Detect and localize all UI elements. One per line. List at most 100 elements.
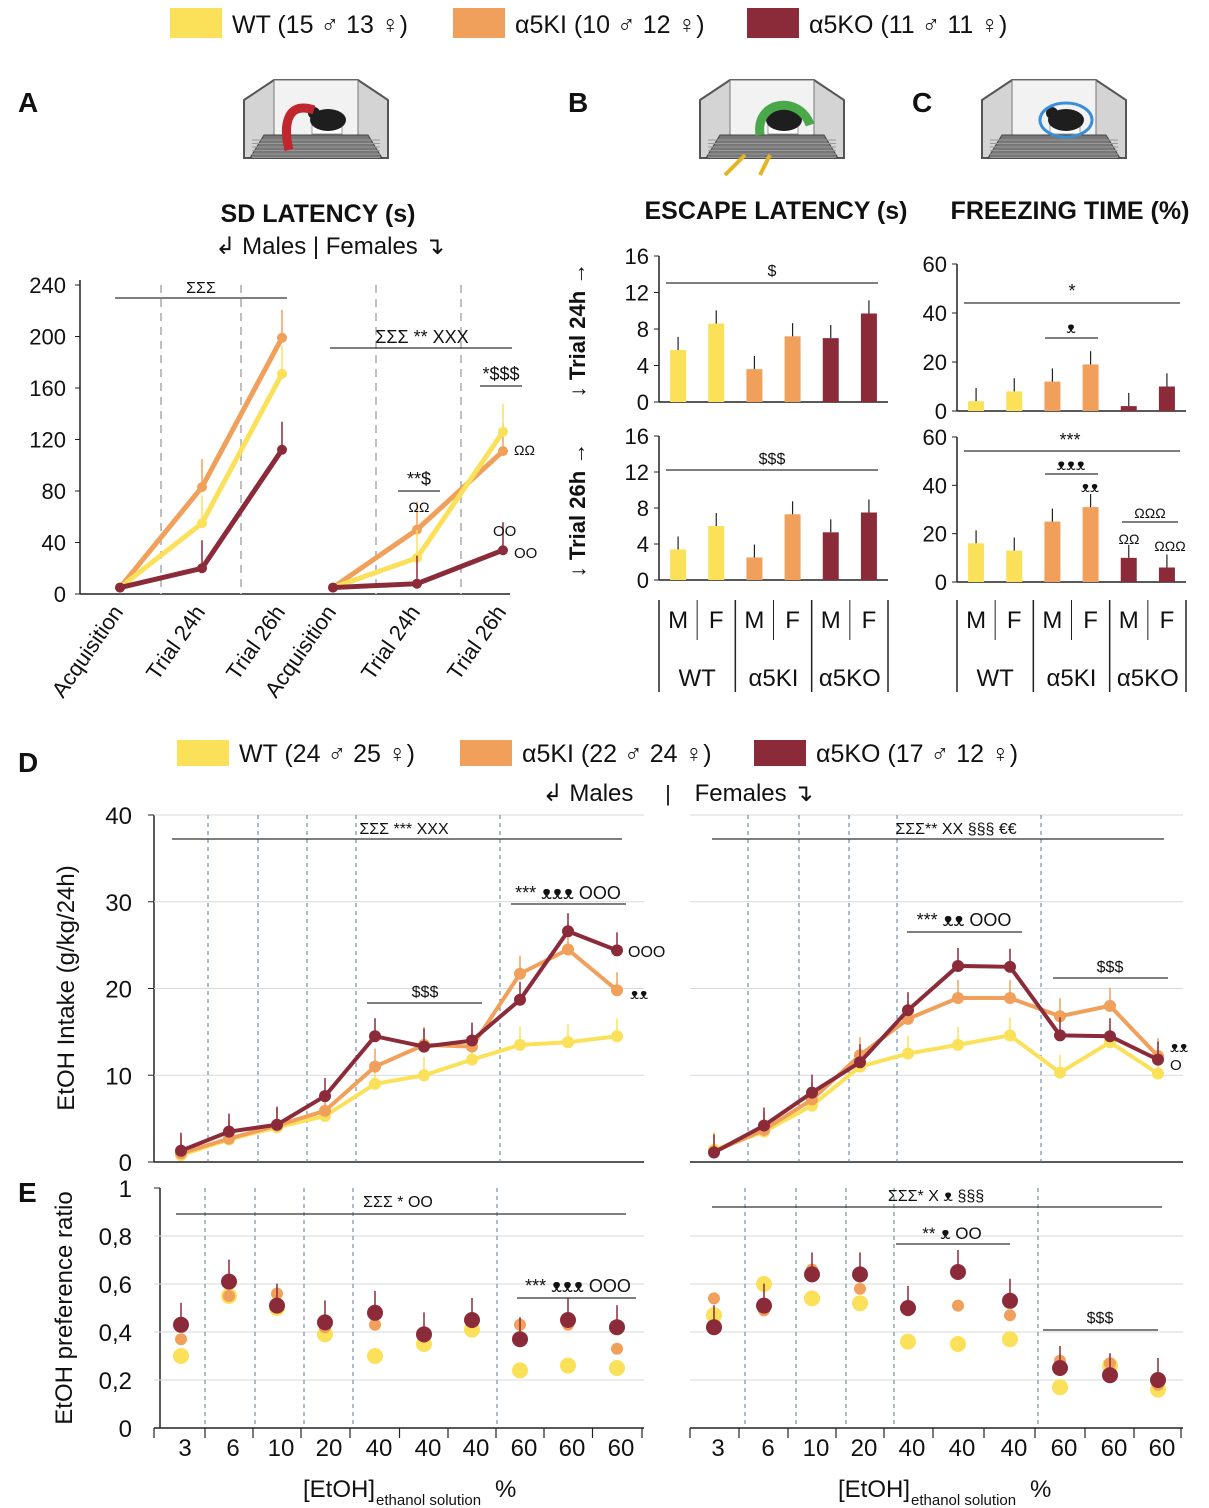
data-point-e-m-wt — [367, 1348, 383, 1364]
data-point-d-f-ki — [1054, 1010, 1066, 1023]
chart-title-b: ESCAPE LATENCY (s) — [644, 197, 907, 225]
data-point-e-m-ko — [416, 1326, 432, 1343]
data-point-d-m-ko — [369, 1030, 381, 1043]
y-tick-c: 40 — [923, 301, 947, 326]
data-point-d-f-ko — [902, 1004, 914, 1017]
y-tick-a: 40 — [42, 531, 66, 556]
bar-t24-ki — [784, 336, 801, 402]
data-point-d-f-wt — [1004, 1029, 1016, 1042]
bar-t26-wt — [1006, 550, 1023, 582]
data-point-e-f-ki — [854, 1282, 866, 1295]
panel-letter-e: E — [18, 1177, 37, 1208]
bar-t24-ko — [1120, 406, 1137, 411]
data-point-e-f-wt — [1002, 1331, 1018, 1348]
sig-label-b-t26: $$$ — [759, 451, 786, 468]
x-tick-e: 10 — [268, 1435, 295, 1462]
data-point-d-f-wt — [1054, 1066, 1066, 1079]
data-point-e-m-ki — [223, 1290, 235, 1302]
data-point-e-f-ko — [1002, 1292, 1018, 1309]
group-label-b: WT — [679, 665, 717, 692]
legend-swatch-ko — [747, 8, 799, 38]
series-line-d-f-ko — [713, 963, 1159, 1155]
bar-t26-ko — [1120, 557, 1137, 582]
sex-label-c: M — [966, 607, 986, 634]
y-axis-label-d: EtOH Intake (g/kg/24h) — [53, 865, 80, 1110]
legend-label-ko: α5KO (11 ♂ 11 ♀) — [809, 11, 1007, 39]
data-point-male-ki — [277, 332, 287, 343]
series-line-male-ki — [118, 336, 285, 590]
data-point-d-m-ko — [223, 1125, 235, 1138]
data-point-e-f-ko — [1052, 1360, 1068, 1376]
series-line-d-m-ko — [180, 928, 618, 1153]
sig-label-a-t26: *$$$ — [482, 364, 519, 384]
data-point-e-f-ki — [1004, 1309, 1016, 1322]
data-point-e-f-ko — [706, 1319, 722, 1336]
data-point-female-ki — [412, 524, 422, 535]
y-tick-a: 160 — [29, 376, 66, 401]
x-tick-e: 60 — [1101, 1435, 1128, 1462]
data-point-male-ko — [115, 582, 125, 593]
legend-label-b-ki: α5KI (22 ♂ 24 ♀) — [522, 740, 712, 768]
data-point-e-m-wt — [173, 1348, 189, 1364]
data-point-e-m-ko — [317, 1314, 333, 1331]
bar-t26-ki — [1082, 507, 1099, 582]
x-axis-label-sub-e-m: ethanol solution — [376, 1492, 481, 1508]
bar-t24-ki — [746, 369, 763, 402]
x-tick-a: Acquisition — [47, 601, 129, 702]
data-point-d-f-ko — [1152, 1053, 1164, 1066]
mouse-escape-icon — [699, 79, 845, 177]
data-point-female-ko — [412, 578, 422, 589]
y-tick-b: 16 — [625, 244, 649, 269]
x-tick-e: 60 — [608, 1435, 635, 1462]
data-point-d-m-ko — [514, 993, 526, 1006]
data-point-e-f-wt — [804, 1290, 820, 1307]
data-point-d-m-ki — [369, 1060, 381, 1073]
y-tick-e: 0 — [119, 1416, 132, 1443]
y-tick-b: 12 — [625, 281, 649, 306]
sig-label-e-f60: $$$ — [1087, 1310, 1114, 1327]
sex-label-b: F — [709, 607, 724, 634]
bar-t26-ko — [822, 532, 839, 580]
data-point-e-f-ko — [950, 1264, 966, 1280]
data-point-d-m-ki — [319, 1104, 331, 1117]
y-tick-a: 200 — [29, 325, 66, 350]
chart-title-c: FREEZING TIME (%) — [951, 197, 1190, 225]
data-point-d-m-ki — [611, 984, 623, 997]
sig-label-c-kof: ΩΩΩ — [1154, 538, 1185, 554]
bar-t26-ki — [784, 514, 801, 580]
sig-label-c-kif: ᴥᴥ — [1081, 479, 1099, 496]
sex-label-c: M — [1042, 607, 1062, 634]
data-point-d-f-ko — [952, 959, 964, 972]
y-tick-b: 4 — [637, 354, 649, 379]
data-point-e-f-wt — [1052, 1379, 1068, 1396]
data-point-e-f-ko — [756, 1297, 772, 1314]
data-point-e-f-wt — [950, 1336, 966, 1352]
sig-label-a-ko-top: OO — [493, 523, 516, 540]
sex-label-b: M — [668, 607, 688, 634]
row-label-trial26: ↓ Trial 26h → — [565, 443, 590, 578]
sig-label-d-f60: $$$ — [1097, 959, 1124, 976]
sig-label-d-m: ΣΣΣ *** ΧΧΧ — [359, 821, 449, 838]
legend-label-ki: α5KI (10 ♂ 12 ♀) — [515, 11, 705, 39]
legend-label-b-wt: WT (24 ♂ 25 ♀) — [239, 740, 415, 768]
data-point-d-f-ki — [1104, 999, 1116, 1012]
data-point-e-m-ko — [464, 1312, 480, 1328]
green-arrow-icon — [755, 100, 815, 136]
x-tick-e: 20 — [851, 1435, 878, 1462]
sex-label-b: M — [821, 607, 841, 634]
x-axis-label-unit-e-f: % — [1030, 1476, 1051, 1503]
y-tick-c: 60 — [923, 252, 947, 277]
data-point-e-m-ko — [560, 1312, 576, 1328]
sex-label-c: F — [1007, 607, 1022, 634]
x-axis-label-sub-e-f: ethanol solution — [911, 1492, 1016, 1508]
x-tick-e: 3 — [178, 1435, 191, 1462]
freeze-ring-icon — [1038, 101, 1094, 139]
panel-letter-d: D — [18, 747, 38, 778]
data-point-e-m-ko — [512, 1331, 528, 1348]
shock-bolt-icon — [723, 153, 772, 177]
sex-label-d-sep: | — [665, 781, 671, 806]
y-tick-e: 0,2 — [99, 1368, 132, 1395]
y-tick-c: 0 — [935, 570, 947, 595]
data-point-male-ko — [197, 563, 207, 574]
